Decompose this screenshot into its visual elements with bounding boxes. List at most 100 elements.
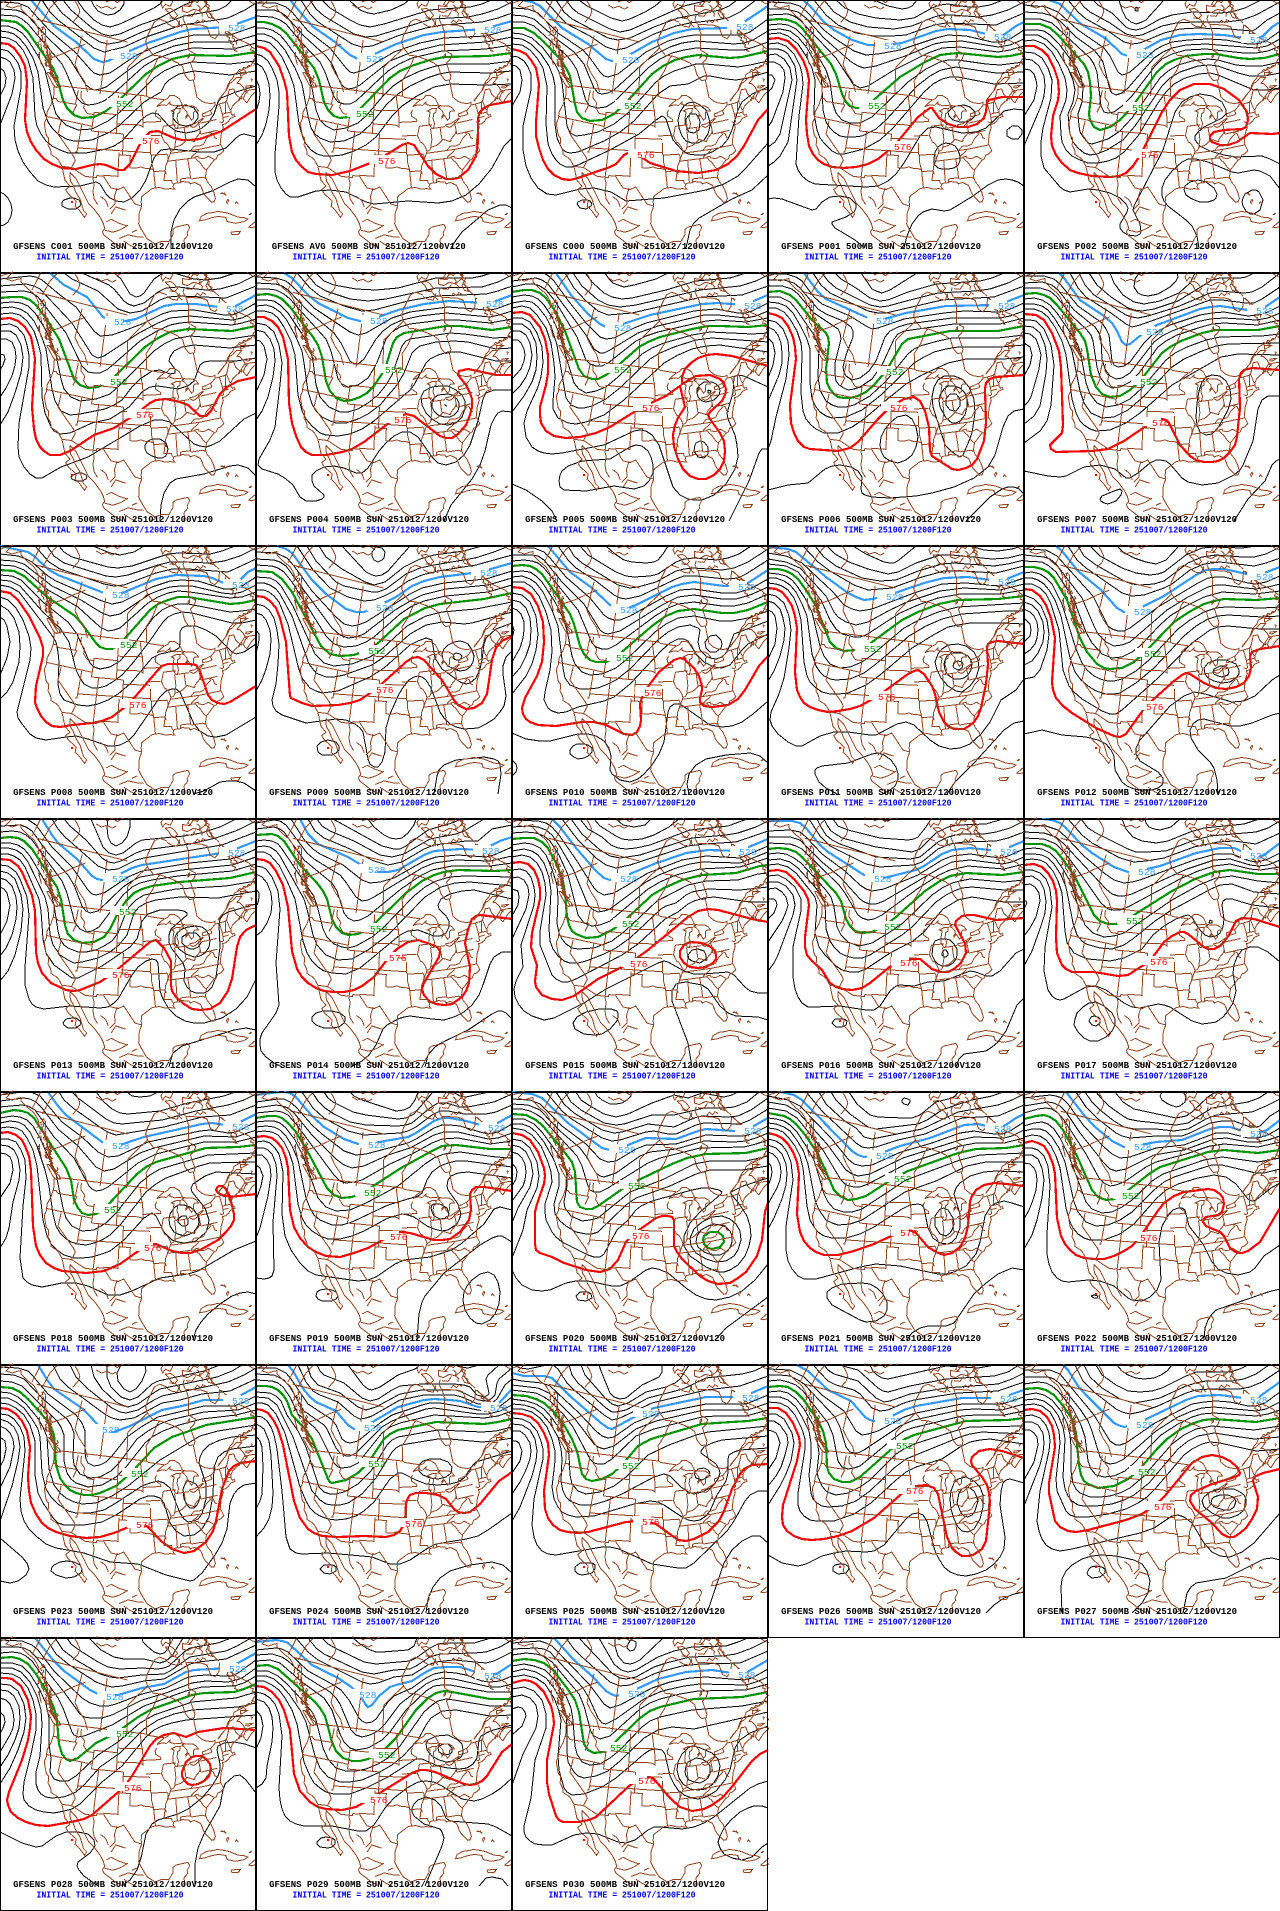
svg-text:GFSENS P019 500MB SUN 251012/1: GFSENS P019 500MB SUN 251012/1200V120 bbox=[269, 1333, 469, 1344]
svg-text:552: 552 bbox=[624, 101, 642, 112]
svg-text:INITIAL TIME = 251007/1200F120: INITIAL TIME = 251007/1200F120 bbox=[37, 1890, 184, 1901]
svg-text:528: 528 bbox=[1256, 306, 1274, 317]
svg-text:528: 528 bbox=[228, 23, 246, 34]
svg-text:576: 576 bbox=[376, 685, 394, 696]
svg-text:528: 528 bbox=[106, 1692, 124, 1703]
svg-text:528: 528 bbox=[102, 1425, 120, 1436]
svg-text:528: 528 bbox=[1136, 1420, 1154, 1431]
svg-text:576: 576 bbox=[1140, 1233, 1158, 1244]
svg-text:GFSENS P005 500MB SUN 251012/1: GFSENS P005 500MB SUN 251012/1200V120 bbox=[525, 514, 725, 525]
svg-text:INITIAL TIME = 251007/1200F120: INITIAL TIME = 251007/1200F120 bbox=[293, 1890, 440, 1901]
svg-text:576: 576 bbox=[136, 410, 154, 421]
svg-text:GFSENS C001 500MB SUN 251012/1: GFSENS C001 500MB SUN 251012/1200V120 bbox=[13, 241, 213, 252]
svg-text:576: 576 bbox=[124, 1783, 142, 1794]
svg-text:552: 552 bbox=[378, 1750, 396, 1761]
svg-text:GFSENS P012 500MB SUN 251012/1: GFSENS P012 500MB SUN 251012/1200V120 bbox=[1037, 787, 1237, 798]
svg-text:528: 528 bbox=[226, 304, 244, 315]
svg-text:528: 528 bbox=[112, 874, 130, 885]
svg-text:INITIAL TIME = 251007/1200F120: INITIAL TIME = 251007/1200F120 bbox=[1061, 1071, 1208, 1082]
svg-text:552: 552 bbox=[356, 109, 374, 120]
svg-text:528: 528 bbox=[876, 1151, 894, 1162]
svg-text:GFSENS AVG 500MB SUN 251012/12: GFSENS AVG 500MB SUN 251012/1200V120 bbox=[272, 241, 466, 252]
svg-text:528: 528 bbox=[370, 316, 388, 327]
svg-text:552: 552 bbox=[116, 99, 134, 110]
svg-text:528: 528 bbox=[1000, 1394, 1018, 1405]
svg-text:INITIAL TIME = 251007/1200F120: INITIAL TIME = 251007/1200F120 bbox=[293, 252, 440, 263]
svg-text:576: 576 bbox=[112, 970, 130, 981]
svg-text:528: 528 bbox=[364, 1423, 382, 1434]
svg-text:528: 528 bbox=[482, 846, 500, 857]
svg-text:576: 576 bbox=[642, 403, 660, 414]
svg-text:INITIAL TIME = 251007/1200F120: INITIAL TIME = 251007/1200F120 bbox=[549, 1071, 696, 1082]
svg-text:528: 528 bbox=[642, 1409, 660, 1420]
svg-text:528: 528 bbox=[484, 1671, 502, 1682]
svg-text:528: 528 bbox=[874, 874, 892, 885]
svg-text:576: 576 bbox=[1141, 150, 1159, 161]
svg-text:GFSENS P008 500MB SUN 251012/1: GFSENS P008 500MB SUN 251012/1200V120 bbox=[13, 787, 213, 798]
svg-text:INITIAL TIME = 251007/1200F120: INITIAL TIME = 251007/1200F120 bbox=[293, 525, 440, 536]
svg-text:552: 552 bbox=[868, 101, 886, 112]
svg-text:GFSENS P003 500MB SUN 251012/1: GFSENS P003 500MB SUN 251012/1200V120 bbox=[13, 514, 213, 525]
svg-text:GFSENS P001 500MB SUN 251012/1: GFSENS P001 500MB SUN 251012/1200V120 bbox=[781, 241, 981, 252]
svg-text:552: 552 bbox=[131, 1469, 149, 1480]
svg-text:576: 576 bbox=[389, 953, 407, 964]
svg-text:INITIAL TIME = 251007/1200F120: INITIAL TIME = 251007/1200F120 bbox=[549, 525, 696, 536]
svg-text:576: 576 bbox=[630, 959, 648, 970]
svg-text:INITIAL TIME = 251007/1200F120: INITIAL TIME = 251007/1200F120 bbox=[805, 798, 952, 809]
svg-text:528: 528 bbox=[484, 25, 502, 36]
svg-text:528: 528 bbox=[744, 1126, 762, 1137]
svg-text:576: 576 bbox=[638, 1776, 656, 1787]
svg-text:552: 552 bbox=[894, 1174, 912, 1185]
svg-text:552: 552 bbox=[1126, 916, 1144, 927]
svg-text:552: 552 bbox=[385, 365, 403, 376]
svg-text:576: 576 bbox=[644, 688, 662, 699]
svg-text:528: 528 bbox=[884, 1416, 902, 1427]
svg-text:576: 576 bbox=[378, 156, 396, 167]
svg-text:INITIAL TIME = 251007/1200F120: INITIAL TIME = 251007/1200F120 bbox=[293, 1071, 440, 1082]
svg-text:GFSENS P017 500MB SUN 251012/1: GFSENS P017 500MB SUN 251012/1200V120 bbox=[1037, 1060, 1237, 1071]
svg-text:GFSENS P010 500MB SUN 251012/1: GFSENS P010 500MB SUN 251012/1200V120 bbox=[525, 787, 725, 798]
svg-text:552: 552 bbox=[368, 646, 386, 657]
svg-text:576: 576 bbox=[390, 1232, 408, 1243]
svg-text:GFSENS P013 500MB SUN 251012/1: GFSENS P013 500MB SUN 251012/1200V120 bbox=[13, 1060, 213, 1071]
svg-text:552: 552 bbox=[120, 640, 138, 651]
svg-text:528: 528 bbox=[742, 1393, 760, 1404]
svg-text:552: 552 bbox=[1138, 1467, 1156, 1478]
svg-text:576: 576 bbox=[890, 403, 908, 414]
svg-text:576: 576 bbox=[144, 1243, 162, 1254]
svg-text:552: 552 bbox=[368, 1459, 386, 1470]
svg-text:GFSENS C000 500MB SUN 251012/1: GFSENS C000 500MB SUN 251012/1200V120 bbox=[525, 241, 725, 252]
svg-text:INITIAL TIME = 251007/1200F120: INITIAL TIME = 251007/1200F120 bbox=[805, 525, 952, 536]
svg-text:528: 528 bbox=[232, 580, 250, 591]
svg-text:528: 528 bbox=[1250, 35, 1268, 46]
svg-text:576: 576 bbox=[394, 415, 412, 426]
svg-text:INITIAL TIME = 251007/1200F120: INITIAL TIME = 251007/1200F120 bbox=[293, 1617, 440, 1628]
svg-text:552: 552 bbox=[370, 924, 388, 935]
svg-text:INITIAL TIME = 251007/1200F120: INITIAL TIME = 251007/1200F120 bbox=[549, 798, 696, 809]
svg-text:576: 576 bbox=[405, 1519, 423, 1530]
svg-text:576: 576 bbox=[142, 136, 160, 147]
svg-text:552: 552 bbox=[364, 1188, 382, 1199]
svg-text:528: 528 bbox=[618, 1145, 636, 1156]
svg-text:552: 552 bbox=[1132, 103, 1150, 114]
svg-text:552: 552 bbox=[616, 653, 634, 664]
svg-text:528: 528 bbox=[628, 1689, 646, 1700]
svg-text:552: 552 bbox=[119, 907, 137, 918]
svg-text:552: 552 bbox=[622, 1461, 640, 1472]
svg-text:GFSENS P030 500MB SUN 251012/1: GFSENS P030 500MB SUN 251012/1200V120 bbox=[525, 1879, 725, 1890]
svg-text:528: 528 bbox=[1250, 851, 1268, 862]
svg-text:GFSENS P006 500MB SUN 251012/1: GFSENS P006 500MB SUN 251012/1200V120 bbox=[781, 514, 981, 525]
svg-text:GFSENS P025 500MB SUN 251012/1: GFSENS P025 500MB SUN 251012/1200V120 bbox=[525, 1606, 725, 1617]
svg-text:552: 552 bbox=[1122, 1191, 1140, 1202]
svg-text:528: 528 bbox=[622, 55, 640, 66]
svg-text:GFSENS P016 500MB SUN 251012/1: GFSENS P016 500MB SUN 251012/1200V120 bbox=[781, 1060, 981, 1071]
svg-text:528: 528 bbox=[359, 1690, 377, 1701]
svg-text:GFSENS P018 500MB SUN 251012/1: GFSENS P018 500MB SUN 251012/1200V120 bbox=[13, 1333, 213, 1344]
svg-text:INITIAL TIME = 251007/1200F120: INITIAL TIME = 251007/1200F120 bbox=[1061, 798, 1208, 809]
svg-text:GFSENS P009 500MB SUN 251012/1: GFSENS P009 500MB SUN 251012/1200V120 bbox=[269, 787, 469, 798]
svg-text:552: 552 bbox=[886, 367, 904, 378]
svg-text:576: 576 bbox=[894, 142, 912, 153]
svg-text:528: 528 bbox=[738, 582, 756, 593]
svg-text:GFSENS P021 500MB SUN 251012/1: GFSENS P021 500MB SUN 251012/1200V120 bbox=[781, 1333, 981, 1344]
svg-text:552: 552 bbox=[864, 644, 882, 655]
